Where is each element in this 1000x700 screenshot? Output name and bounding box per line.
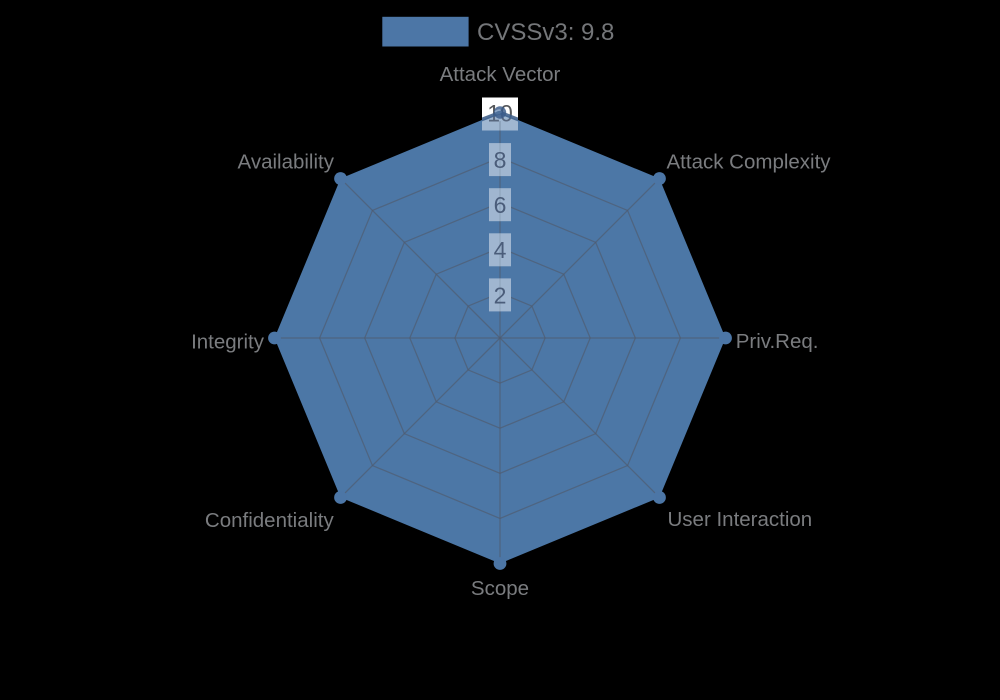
svg-text:User Interaction: User Interaction bbox=[668, 508, 813, 531]
svg-text:Priv.Req.: Priv.Req. bbox=[736, 330, 819, 353]
svg-text:Scope: Scope bbox=[471, 577, 529, 600]
svg-text:CVSSv3: 9.8: CVSSv3: 9.8 bbox=[477, 19, 614, 46]
svg-text:Integrity: Integrity bbox=[191, 331, 265, 354]
svg-text:8: 8 bbox=[494, 147, 507, 173]
svg-text:Attack Vector: Attack Vector bbox=[440, 63, 561, 86]
svg-text:Confidentiality: Confidentiality bbox=[205, 509, 335, 532]
svg-text:6: 6 bbox=[494, 192, 507, 218]
svg-text:4: 4 bbox=[494, 237, 507, 263]
svg-text:2: 2 bbox=[494, 282, 507, 308]
svg-text:10: 10 bbox=[487, 101, 513, 127]
svg-text:Attack Complexity: Attack Complexity bbox=[667, 151, 832, 174]
svg-text:Availability: Availability bbox=[238, 151, 335, 174]
